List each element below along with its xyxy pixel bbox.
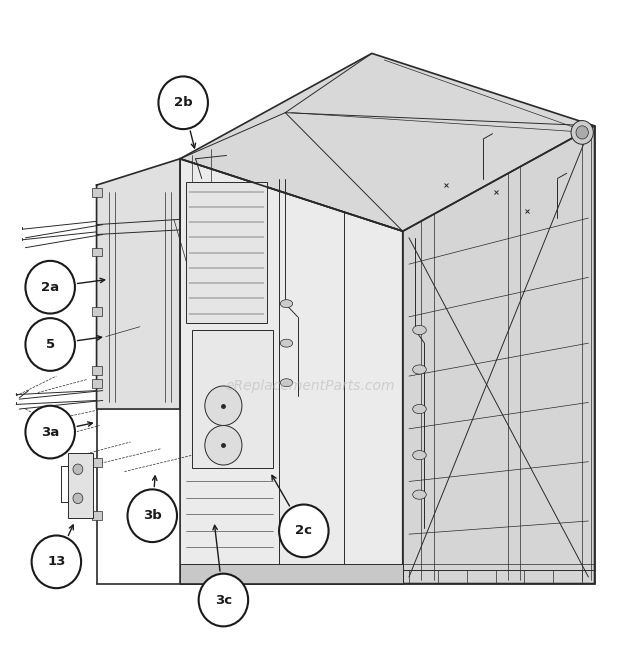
Text: eReplacementParts.com: eReplacementParts.com (225, 379, 395, 393)
Ellipse shape (413, 405, 427, 414)
Circle shape (25, 261, 75, 313)
Circle shape (198, 574, 248, 626)
Circle shape (576, 126, 588, 139)
Bar (92, 307, 102, 315)
Ellipse shape (413, 490, 427, 499)
Text: 2b: 2b (174, 96, 192, 110)
Circle shape (159, 77, 208, 129)
Circle shape (73, 493, 83, 504)
Polygon shape (180, 53, 595, 231)
Ellipse shape (280, 379, 293, 387)
Bar (92, 248, 102, 256)
Ellipse shape (413, 365, 427, 374)
Ellipse shape (413, 325, 427, 335)
Bar (192, 330, 273, 469)
Text: 5: 5 (46, 338, 55, 351)
Circle shape (571, 121, 593, 145)
Ellipse shape (413, 451, 427, 460)
Circle shape (25, 406, 75, 459)
Circle shape (205, 426, 242, 465)
Polygon shape (403, 126, 595, 583)
Bar (186, 182, 267, 323)
Text: 2c: 2c (295, 525, 312, 537)
Text: 3c: 3c (215, 593, 232, 607)
Bar (92, 188, 102, 197)
Circle shape (73, 464, 83, 475)
Polygon shape (97, 159, 180, 409)
Bar (92, 379, 102, 388)
Text: 3a: 3a (41, 426, 60, 439)
Text: 2a: 2a (41, 280, 60, 294)
Text: 3b: 3b (143, 510, 162, 522)
Bar (92, 511, 102, 519)
Circle shape (205, 386, 242, 426)
Circle shape (279, 504, 329, 557)
Bar (92, 366, 102, 375)
Circle shape (128, 489, 177, 542)
Ellipse shape (280, 339, 293, 347)
Ellipse shape (280, 300, 293, 308)
Polygon shape (180, 159, 403, 583)
Bar (180, 564, 403, 583)
Text: 13: 13 (47, 555, 66, 568)
Circle shape (25, 318, 75, 371)
Bar (68, 453, 94, 517)
Bar (92, 459, 102, 467)
Circle shape (32, 535, 81, 588)
